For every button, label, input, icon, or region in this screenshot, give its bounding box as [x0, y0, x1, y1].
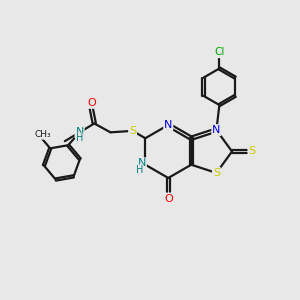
Text: S: S	[129, 126, 136, 136]
Text: N: N	[138, 158, 146, 168]
Text: S: S	[213, 168, 220, 178]
Text: O: O	[87, 98, 96, 108]
Text: O: O	[164, 194, 172, 204]
Text: Cl: Cl	[214, 47, 225, 57]
Text: S: S	[248, 146, 256, 157]
Text: H: H	[136, 165, 143, 175]
Text: N: N	[212, 125, 220, 135]
Text: N: N	[164, 120, 172, 130]
Text: CH₃: CH₃	[35, 130, 51, 139]
Text: H: H	[76, 133, 83, 143]
Text: N: N	[75, 127, 84, 137]
